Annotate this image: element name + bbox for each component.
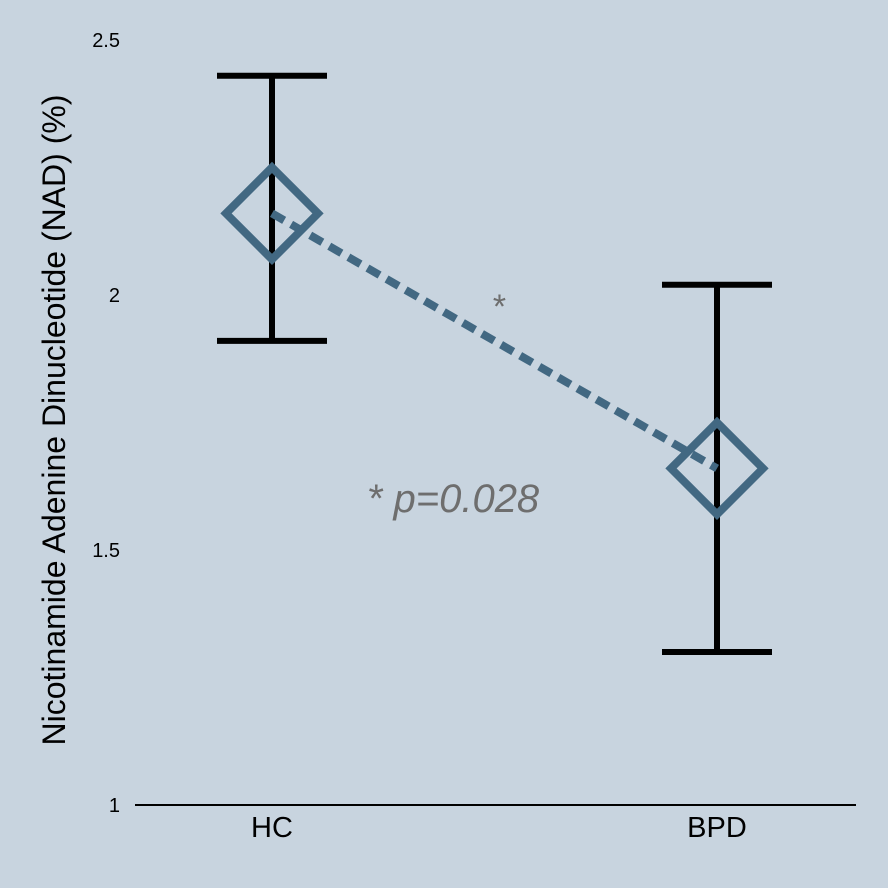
y-tick-label: 1.5 <box>92 540 120 562</box>
y-tick-label: 1 <box>109 795 120 817</box>
data-point-marker <box>665 416 769 521</box>
trend-dashed-line <box>270 209 719 472</box>
x-tick-label: HC <box>251 812 293 844</box>
y-tick-label: 2.5 <box>92 30 120 52</box>
x-tick-label: BPD <box>687 812 747 844</box>
error-bars <box>217 72 772 655</box>
significance-marker: * <box>491 288 506 326</box>
data-markers <box>220 161 769 521</box>
x-axis-labels: HC BPD <box>251 812 747 844</box>
data-point-marker <box>220 161 324 266</box>
y-axis-label: Nicotinamide Adenine Dinucleotide (NAD) … <box>36 95 72 746</box>
y-tick-label: 2 <box>109 285 120 307</box>
y-axis-ticks: 1 1.5 2 2.5 <box>92 30 120 817</box>
p-value-annotation: * p=0.028 <box>367 477 540 521</box>
